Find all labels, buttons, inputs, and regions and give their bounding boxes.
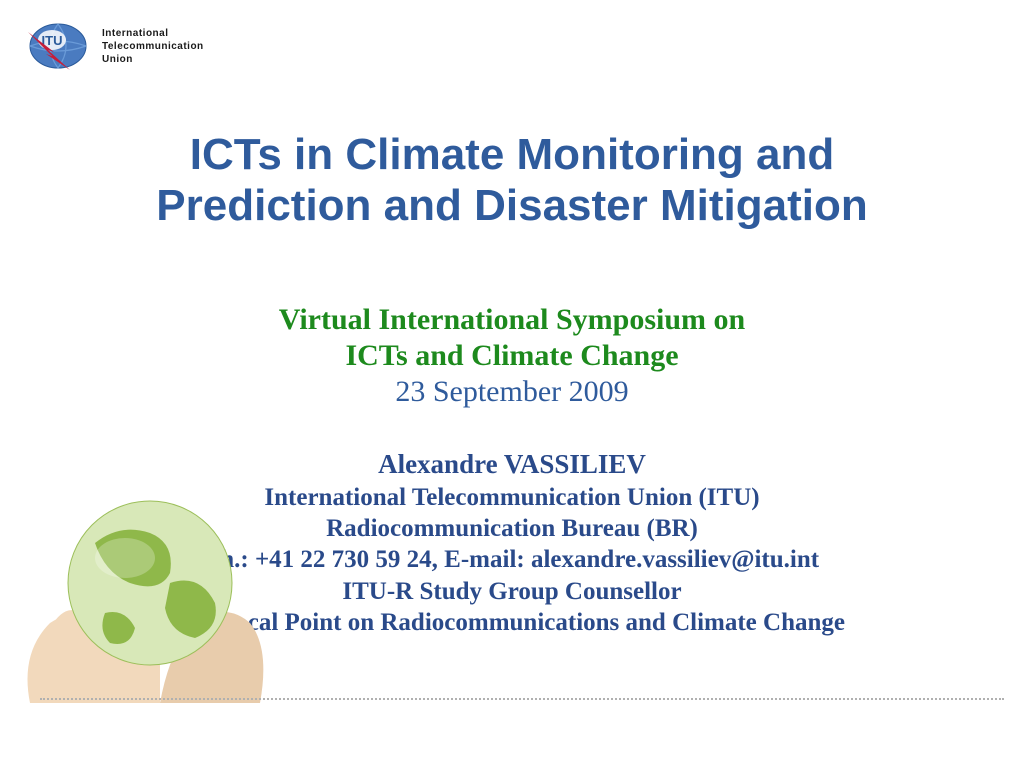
symposium-line2: ICTs and Climate Change: [0, 338, 1024, 374]
itu-globe-icon: ITU: [22, 18, 94, 74]
itu-logo-block: ITU International Telecommunication Unio…: [22, 18, 204, 74]
subtitle-block: Virtual International Symposium on ICTs …: [0, 302, 1024, 410]
logo-line1: International: [102, 27, 204, 40]
symposium-line1: Virtual International Symposium on: [0, 302, 1024, 338]
hands-globe-image: [10, 473, 280, 713]
logo-line2: Telecommunication: [102, 40, 204, 53]
logo-line3: Union: [102, 53, 204, 66]
itu-logo-text: International Telecommunication Union: [102, 27, 204, 66]
symposium-date: 23 September 2009: [0, 374, 1024, 410]
slide-title: ICTs in Climate Monitoring and Predictio…: [0, 130, 1024, 231]
footer-dotted-divider: [40, 698, 1004, 700]
